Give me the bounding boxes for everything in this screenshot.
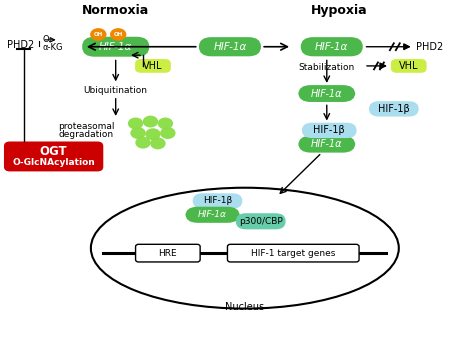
- FancyBboxPatch shape: [236, 213, 285, 230]
- Text: Stabilization: Stabilization: [299, 63, 355, 72]
- Text: PHD2: PHD2: [7, 40, 34, 50]
- Circle shape: [143, 116, 158, 127]
- Text: Ubiquitination: Ubiquitination: [84, 85, 148, 95]
- FancyBboxPatch shape: [82, 37, 149, 57]
- FancyBboxPatch shape: [185, 207, 240, 223]
- Text: HIF-1β: HIF-1β: [378, 104, 410, 114]
- Text: Hypoxia: Hypoxia: [311, 4, 367, 17]
- FancyBboxPatch shape: [136, 244, 200, 262]
- Text: HIF-1α: HIF-1α: [311, 139, 343, 149]
- Text: α-KG: α-KG: [42, 43, 63, 53]
- Text: HIF-1α: HIF-1α: [315, 42, 348, 52]
- Circle shape: [90, 28, 107, 41]
- Text: HIF-1α: HIF-1α: [311, 88, 343, 99]
- Text: OGT: OGT: [40, 145, 67, 158]
- Text: HIF-1β: HIF-1β: [203, 197, 232, 205]
- Circle shape: [150, 138, 165, 149]
- FancyBboxPatch shape: [301, 37, 363, 56]
- Text: HIF-1α: HIF-1α: [99, 42, 132, 52]
- Text: PHD2: PHD2: [416, 42, 444, 52]
- Circle shape: [110, 28, 127, 41]
- Text: p300/CBP: p300/CBP: [239, 217, 283, 226]
- FancyBboxPatch shape: [298, 136, 356, 153]
- Text: HIF-1α: HIF-1α: [198, 210, 227, 219]
- Text: degradation: degradation: [58, 130, 113, 139]
- Text: HIF-1α: HIF-1α: [213, 42, 246, 52]
- Circle shape: [135, 137, 151, 148]
- Text: OH: OH: [94, 32, 103, 37]
- Circle shape: [128, 118, 143, 129]
- Text: HRE: HRE: [158, 248, 177, 258]
- Circle shape: [145, 128, 161, 140]
- Text: HIF-1β: HIF-1β: [313, 125, 345, 135]
- Text: proteasomal: proteasomal: [58, 122, 114, 131]
- Text: VHL: VHL: [143, 61, 163, 71]
- FancyBboxPatch shape: [391, 59, 427, 73]
- FancyBboxPatch shape: [199, 37, 261, 56]
- Text: OH: OH: [114, 32, 123, 37]
- Text: Normoxia: Normoxia: [82, 4, 149, 17]
- Circle shape: [160, 127, 175, 139]
- Circle shape: [130, 127, 146, 139]
- FancyBboxPatch shape: [302, 123, 356, 138]
- Circle shape: [158, 118, 173, 129]
- FancyBboxPatch shape: [4, 141, 103, 172]
- Text: VHL: VHL: [399, 61, 419, 71]
- FancyBboxPatch shape: [135, 59, 171, 73]
- FancyBboxPatch shape: [298, 85, 356, 102]
- Text: O-GlcNAcylation: O-GlcNAcylation: [12, 158, 95, 167]
- Text: HIF-1 target genes: HIF-1 target genes: [251, 248, 336, 258]
- FancyBboxPatch shape: [193, 193, 242, 208]
- FancyBboxPatch shape: [369, 101, 419, 117]
- Text: O₂: O₂: [42, 35, 52, 44]
- Text: Nucleus: Nucleus: [225, 302, 264, 312]
- FancyBboxPatch shape: [228, 244, 359, 262]
